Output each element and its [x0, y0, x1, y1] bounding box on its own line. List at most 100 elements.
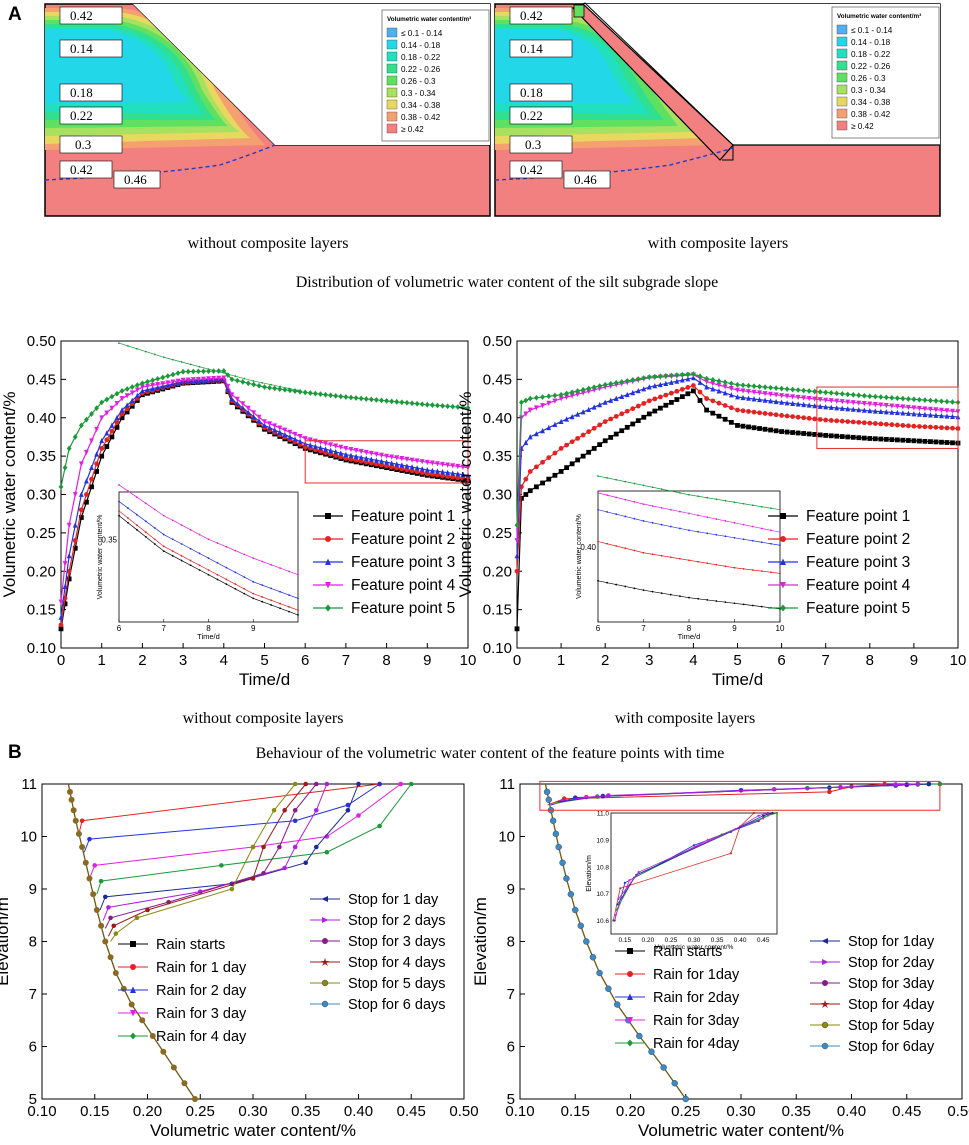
data-point — [106, 905, 111, 910]
data-point — [878, 394, 884, 400]
data-point — [185, 368, 191, 375]
data-point — [282, 431, 288, 438]
chart-elevation-without: 0.10 0.15 0.20 0.25 0.30 0.35 0.40 0.45 0.50 5 6 7 8… — [0, 776, 479, 1140]
data-point — [399, 456, 405, 462]
data-point — [89, 438, 94, 444]
data-point — [112, 970, 119, 976]
contour-labels: 0.42 0.14 0.18 0.22 0.3 0.42 0.46 — [509, 6, 611, 189]
legend-swatch — [836, 60, 848, 71]
data-point — [779, 399, 784, 405]
data-point — [552, 398, 558, 404]
data-point — [527, 488, 533, 494]
data-point — [358, 458, 364, 464]
legend-entry-label: 0.38 - 0.42 — [401, 113, 441, 122]
data-point — [685, 371, 691, 378]
inset-y-label: Elevation/m — [586, 855, 593, 892]
legend-label: Stop for 6 days — [348, 997, 446, 1013]
data-point — [762, 426, 768, 432]
data-point — [697, 373, 703, 380]
data-point — [514, 522, 520, 529]
inset-point — [760, 541, 763, 544]
data-point — [165, 380, 171, 386]
data-point — [674, 378, 680, 384]
data-point — [72, 817, 79, 824]
data-point — [790, 430, 796, 435]
data-point — [577, 922, 584, 929]
data-point — [697, 389, 703, 395]
legend-swatch — [386, 27, 398, 38]
data-point — [939, 412, 944, 419]
legend-entry-label: 0.26 - 0.3 — [401, 77, 436, 86]
data-point — [652, 382, 658, 389]
y-tick-label: 6 — [29, 1039, 37, 1056]
inset-point — [660, 554, 663, 557]
data-point — [221, 375, 227, 381]
data-point — [389, 454, 395, 460]
data-point — [409, 464, 415, 470]
inset-point — [144, 350, 147, 353]
x-tick-label: 5 — [260, 652, 268, 669]
data-point — [549, 817, 557, 824]
data-point — [795, 401, 801, 407]
data-point — [114, 390, 120, 397]
x-tick-label: 0.45 — [892, 1103, 921, 1120]
data-point — [229, 886, 235, 892]
data-point — [928, 406, 933, 413]
inset-frame — [118, 491, 299, 623]
data-point — [933, 412, 939, 418]
x-tick-label: 3 — [645, 652, 653, 669]
data-point — [272, 385, 278, 392]
data-point — [323, 391, 328, 398]
x-tick-label: 0.10 — [505, 1103, 534, 1120]
data-point — [828, 418, 834, 423]
data-point — [356, 813, 361, 818]
x-tick-label: 10 — [950, 652, 967, 669]
data-point — [671, 1080, 678, 1087]
data-point — [111, 923, 117, 929]
data-point — [668, 390, 674, 396]
inset-point — [715, 600, 718, 602]
inset-y-label: Volumetric water content/% — [576, 514, 583, 599]
data-point — [440, 469, 445, 475]
data-point — [773, 428, 779, 434]
caption-mid-right: with composite layers — [615, 710, 755, 727]
data-point — [322, 938, 328, 944]
inset-y-tick-label: 10.7 — [596, 891, 609, 898]
inset-point — [751, 604, 754, 607]
inset-point — [760, 505, 763, 508]
data-point — [195, 376, 201, 383]
data-point — [746, 395, 751, 401]
data-point — [145, 386, 150, 393]
x-tick-label: 6 — [777, 652, 785, 669]
y-tick-label: 11 — [499, 776, 515, 793]
data-point — [944, 425, 950, 431]
data-point — [710, 410, 716, 416]
data-point — [191, 1096, 198, 1102]
data-point — [201, 368, 206, 375]
data-point — [419, 459, 425, 465]
data-point — [580, 409, 586, 415]
data-point — [440, 402, 445, 409]
inset-point — [606, 581, 608, 584]
data-point — [543, 788, 551, 796]
data-point — [768, 384, 773, 391]
data-point — [580, 453, 586, 459]
data-point — [861, 435, 867, 441]
data-point — [104, 437, 110, 443]
data-point — [922, 406, 928, 412]
data-point — [150, 382, 155, 389]
profile-line — [89, 783, 401, 879]
data-point — [130, 1010, 136, 1017]
data-point — [900, 437, 906, 443]
y-axis-label: Elevation/m — [471, 897, 490, 986]
data-point — [762, 411, 768, 416]
data-point — [229, 396, 235, 402]
data-point — [104, 430, 110, 436]
data-point — [591, 425, 597, 431]
legend-label: Stop for 6day — [848, 1039, 935, 1055]
data-point — [657, 373, 663, 380]
legend-swatch — [386, 99, 398, 110]
inset-point — [225, 372, 228, 375]
data-point — [229, 392, 235, 398]
data-point — [394, 398, 400, 405]
